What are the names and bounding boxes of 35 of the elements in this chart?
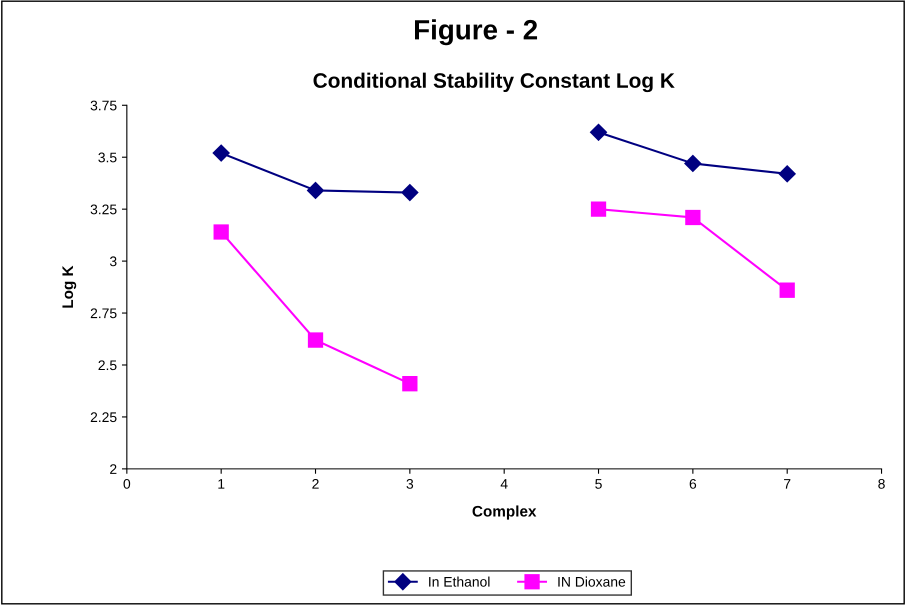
point bbox=[780, 282, 795, 298]
point bbox=[778, 165, 796, 182]
x-axis-title: Complex bbox=[472, 505, 536, 520]
point bbox=[402, 376, 418, 392]
y-axis-title: Log K bbox=[62, 266, 76, 308]
x-tick-label: 0 bbox=[124, 478, 130, 489]
chart-subtitle: Conditional Stability Constant Log K bbox=[314, 72, 675, 92]
x-tick-label: 6 bbox=[690, 478, 696, 489]
x-tick-label: 2 bbox=[312, 478, 319, 489]
y-tick-label: 2 bbox=[110, 464, 116, 474]
point bbox=[308, 332, 324, 348]
y-tick-label: 2.5 bbox=[98, 360, 117, 370]
legend-label: In Ethanol bbox=[429, 576, 490, 587]
x-tick-label: 5 bbox=[595, 479, 602, 489]
point bbox=[684, 154, 702, 172]
x-tick-label: 8 bbox=[878, 478, 885, 489]
point bbox=[306, 182, 324, 200]
point bbox=[212, 144, 230, 162]
point bbox=[214, 224, 229, 240]
point bbox=[685, 210, 701, 226]
point bbox=[401, 184, 418, 202]
y-tick-label: 2.75 bbox=[90, 308, 117, 318]
chart-title: Figure - 2 bbox=[415, 19, 538, 46]
point bbox=[590, 124, 608, 141]
y-tick-label: 3.25 bbox=[90, 204, 117, 214]
y-tick-label: 2.25 bbox=[90, 412, 117, 422]
x-tick-label: 4 bbox=[500, 479, 508, 489]
point bbox=[590, 202, 606, 217]
x-tick-label: 7 bbox=[784, 479, 790, 489]
legend-label: IN Dioxane bbox=[558, 576, 626, 587]
y-tick-label: 3 bbox=[110, 256, 117, 266]
x-tick-label: 1 bbox=[218, 479, 224, 489]
x-tick-label: 3 bbox=[406, 478, 414, 489]
y-tick-label: 3.75 bbox=[90, 100, 117, 110]
y-tick-label: 3.5 bbox=[98, 152, 117, 162]
